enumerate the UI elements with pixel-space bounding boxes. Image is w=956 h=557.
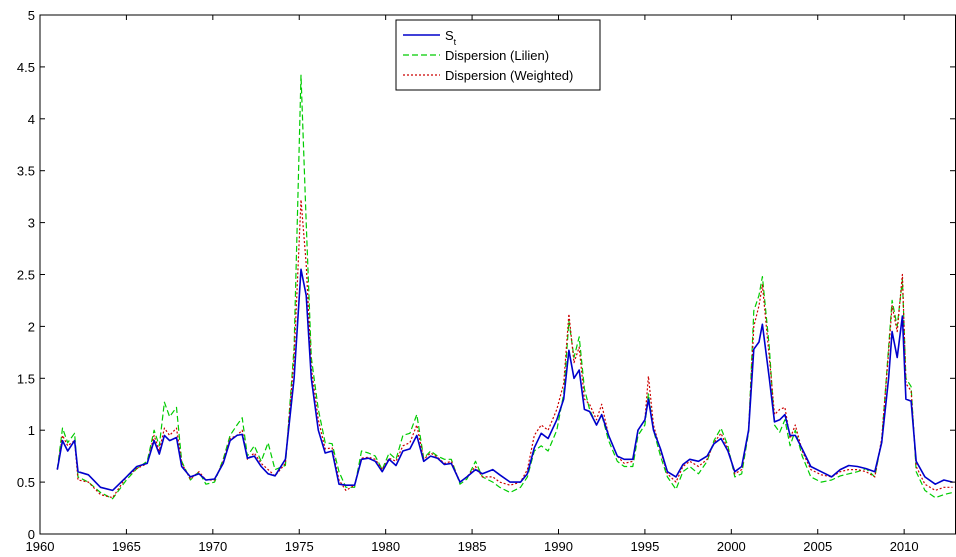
x-tick-label: 2000 — [717, 539, 746, 554]
x-tick-label: 2010 — [890, 539, 919, 554]
y-tick-label: 0 — [28, 527, 35, 542]
y-tick-label: 1 — [28, 423, 35, 438]
x-tick-label: 1975 — [285, 539, 314, 554]
y-tick-label: 2.5 — [17, 268, 35, 283]
y-tick-label: 4.5 — [17, 60, 35, 75]
series-line-lilien — [56, 74, 953, 500]
x-tick-label: 1990 — [544, 539, 573, 554]
y-tick-label: 3.5 — [17, 164, 35, 179]
ticks-layer: 1960 1965 1970 1975 1980 1985 1990 1995 2000 2005… — [17, 8, 955, 554]
legend-label-lilien: Dispersion (Lilien) — [445, 48, 549, 63]
series-layer — [56, 74, 953, 500]
y-tick-label: 2 — [28, 319, 35, 334]
series-line-weighted — [56, 199, 953, 499]
x-tick-label: 1985 — [458, 539, 487, 554]
y-tick-label: 1.5 — [17, 371, 35, 386]
y-tick-label: 4 — [28, 112, 35, 127]
legend-label-st: St — [445, 28, 457, 47]
legend-label-weighted: Dispersion (Weighted) — [445, 68, 573, 83]
x-tick-label: 1995 — [630, 539, 659, 554]
x-tick-label: 1970 — [198, 539, 227, 554]
axes-frame — [39, 14, 956, 535]
y-tick-label: 3 — [28, 216, 35, 231]
x-tick-label: 1960 — [26, 539, 55, 554]
x-tick-label: 1965 — [112, 539, 141, 554]
x-tick-label: 2005 — [803, 539, 832, 554]
series-line-st — [56, 268, 953, 492]
y-tick-label: 0.5 — [17, 475, 35, 490]
x-tick-label: 1980 — [371, 539, 400, 554]
y-tick-label: 5 — [28, 8, 35, 23]
